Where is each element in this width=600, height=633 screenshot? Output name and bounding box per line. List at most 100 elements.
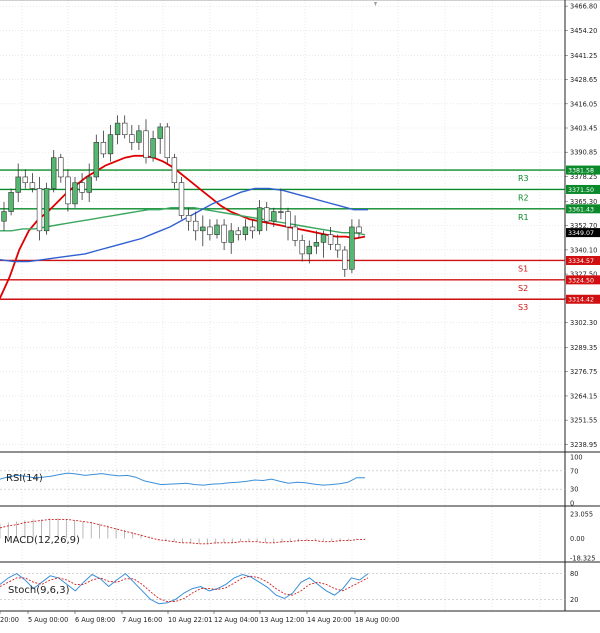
candle-body <box>44 188 49 230</box>
candle-body <box>222 225 227 242</box>
candle-body <box>172 158 177 183</box>
candle-body <box>200 227 205 231</box>
candle-body <box>115 123 120 135</box>
candle-body <box>314 242 319 246</box>
x-tick-label: 12 Aug 04:00 <box>214 616 258 624</box>
candle-body <box>129 135 134 143</box>
level-price-label-r2: 3371.50 <box>568 187 594 194</box>
candle-body <box>286 212 291 227</box>
level-name-s2: S2 <box>518 284 528 293</box>
x-tick-label: 10 Aug 22:01 <box>168 616 212 624</box>
price-tick-label: 3416.05 <box>570 100 597 108</box>
price-tick-label: 3264.15 <box>570 392 597 400</box>
candle-body <box>186 215 191 221</box>
level-price-label-r1: 3361.43 <box>568 206 594 213</box>
level-price-label-s1: 3334.57 <box>568 258 594 265</box>
candle-body <box>264 208 269 221</box>
last-price-label: 3349.07 <box>568 230 594 237</box>
stoch-label: Stoch(9,6,3) <box>8 585 70 596</box>
candle-body <box>215 225 220 235</box>
candle-body <box>208 227 213 235</box>
price-tick-label: 3340.10 <box>570 246 597 254</box>
price-tick-label: 3289.35 <box>570 344 597 352</box>
candle-body <box>58 158 63 177</box>
candle-body <box>293 227 298 240</box>
rsi-tick-label: 30 <box>570 486 578 494</box>
level-name-s1: S1 <box>518 264 528 273</box>
candle-body <box>23 177 28 183</box>
rsi-tick-label: 70 <box>570 467 578 475</box>
price-tick-label: 3403.45 <box>570 125 597 133</box>
price-tick-label: 3238.95 <box>570 441 597 449</box>
x-tick-label: 20:00 <box>0 616 19 624</box>
price-tick-label: 3390.85 <box>570 149 597 157</box>
candle-body <box>236 231 241 235</box>
stoch-tick-label: 20 <box>570 596 578 604</box>
level-name-r2: R2 <box>518 193 529 202</box>
level-price-label-s3: 3314.42 <box>568 297 594 304</box>
macd-label: MACD(12,26,9) <box>4 535 80 546</box>
candle-body <box>335 244 340 250</box>
macd-tick-label: -18.325 <box>570 555 595 563</box>
candle-body <box>16 177 21 192</box>
candle-body <box>151 138 156 157</box>
candle-body <box>101 142 106 154</box>
candle-body <box>307 246 312 254</box>
candle-body <box>66 177 71 204</box>
candle-body <box>137 131 142 143</box>
price-chart: 3466.803454.203441.253428.653416.053403.… <box>0 0 600 629</box>
candle-body <box>2 212 7 222</box>
rsi-label: RSI(14) <box>6 473 43 484</box>
candle-body <box>342 250 347 269</box>
x-tick-label: 18 Aug 00:00 <box>355 616 399 624</box>
level-price-label-r3: 3381.58 <box>568 168 594 175</box>
candle-body <box>9 192 14 211</box>
price-tick-label: 3466.80 <box>570 3 597 11</box>
level-name-s3: S3 <box>518 303 528 312</box>
candle-body <box>193 221 198 231</box>
candle-body <box>179 183 184 216</box>
macd-tick-label: 23.055 <box>570 511 593 519</box>
candle-body <box>350 227 355 269</box>
candle-body <box>94 142 99 177</box>
level-name-r1: R1 <box>518 213 529 222</box>
chart-background <box>0 0 600 629</box>
candle-body <box>250 227 255 231</box>
price-tick-label: 3428.65 <box>570 76 597 84</box>
x-tick-label: 13 Aug 12:00 <box>260 616 304 624</box>
candle-body <box>51 158 56 189</box>
candle-body <box>122 123 127 135</box>
candle-body <box>144 131 149 158</box>
x-tick-label: 14 Aug 20:00 <box>307 616 351 624</box>
stoch-tick-label: 80 <box>570 570 578 578</box>
price-tick-label: 3251.55 <box>570 417 597 425</box>
candle-body <box>279 212 284 213</box>
x-tick-label: 6 Aug 08:00 <box>75 616 115 624</box>
price-tick-label: 3276.75 <box>570 368 597 376</box>
candle-body <box>80 183 85 193</box>
candle-body <box>229 231 234 243</box>
candle-body <box>357 227 362 233</box>
candle-body <box>321 235 326 243</box>
candle-body <box>257 208 262 231</box>
candle-body <box>37 188 42 230</box>
candle-body <box>158 127 163 139</box>
x-tick-label: 5 Aug 00:00 <box>28 616 68 624</box>
candle-body <box>300 240 305 253</box>
level-price-label-s2: 3324.50 <box>568 277 594 284</box>
price-tick-label: 3441.25 <box>570 52 597 60</box>
chart-stage: 3466.80 3454.20 3441.25 3428.65 3416.05 3403.… <box>0 0 600 629</box>
rsi-tick-label: 0 <box>570 500 574 508</box>
x-tick-label: 7 Aug 16:00 <box>122 616 162 624</box>
candle-body <box>328 235 333 245</box>
level-name-r3: R3 <box>518 174 529 183</box>
price-tick-label: 3302.30 <box>570 319 597 327</box>
candle-body <box>243 227 248 235</box>
candle-body <box>30 183 35 189</box>
rsi-tick-label: 100 <box>570 454 583 462</box>
macd-tick-label: 0.00 <box>570 535 585 543</box>
candle-body <box>87 177 92 192</box>
candle-body <box>73 183 78 204</box>
candle-body <box>108 135 113 154</box>
candle-body <box>165 127 170 158</box>
